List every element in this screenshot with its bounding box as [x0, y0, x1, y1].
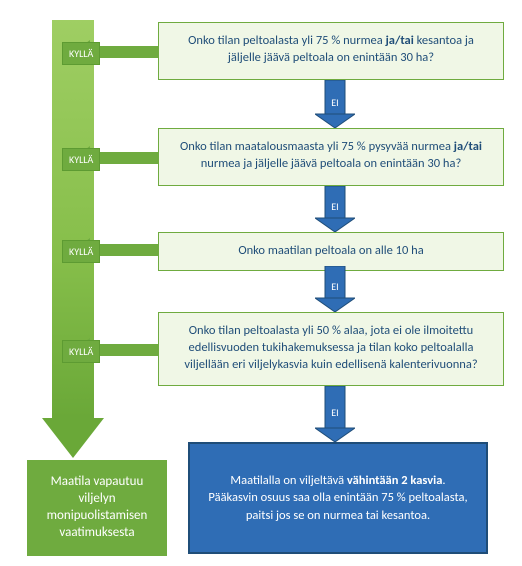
no-label: EI — [325, 200, 345, 213]
no-label: EI — [325, 96, 345, 109]
result-exempt-box: Maatila vapautuu viljelyn monipuolistami… — [27, 460, 167, 556]
yes-badge: KYLLÄ — [62, 240, 100, 263]
result-rule-box: Maatilalla on viljeltävä vähintään 2 kas… — [188, 442, 488, 554]
question-box: Onko tilan peltoalasta yli 75 % nurmea j… — [158, 22, 504, 80]
yes-badge: KYLLÄ — [62, 340, 100, 363]
question-box: Onko tilan maatalousmaasta yli 75 % pysy… — [158, 128, 504, 186]
no-label: EI — [325, 406, 345, 419]
arrow-head — [42, 418, 104, 458]
yes-badge: KYLLÄ — [62, 42, 100, 65]
yes-badge: KYLLÄ — [62, 148, 100, 171]
result-exempt-text: Maatila vapautuu viljelyn monipuolistami… — [35, 474, 159, 542]
no-label: EI — [325, 280, 345, 293]
question-box: Onko tilan peltoalasta yli 50 % alaa, jo… — [158, 312, 504, 386]
result-rule-text: Maatilalla on viljeltävä vähintään 2 kas… — [208, 472, 468, 525]
